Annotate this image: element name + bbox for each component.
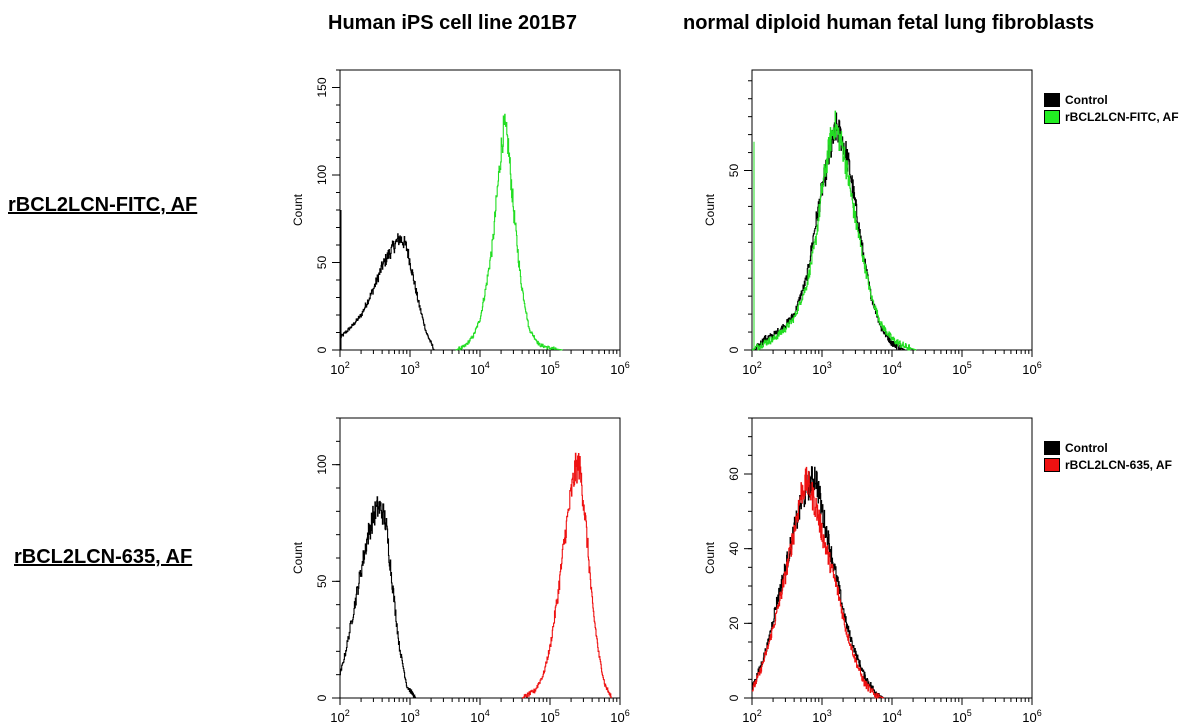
legend-swatch-635 — [1044, 457, 1060, 472]
x-tick-exponent: 5 — [555, 360, 560, 370]
row-label-635: rBCL2LCN-635, AF — [14, 546, 193, 568]
legend-top: Control rBCL2LCN-FITC, AF — [1044, 91, 1179, 125]
legend-swatch-control — [1044, 440, 1060, 455]
histogram-series-0 — [339, 496, 417, 699]
legend-item-635: rBCL2LCN-635, AF — [1044, 456, 1172, 473]
legend-label-control: Control — [1065, 440, 1108, 455]
x-tick-label: 104 — [470, 360, 489, 377]
legend-label-635: rBCL2LCN-635, AF — [1065, 457, 1172, 472]
x-tick-exponent: 4 — [897, 360, 902, 370]
y-axis-label: Count — [291, 541, 305, 574]
y-tick-label: 50 — [727, 164, 741, 178]
x-tick-label: 104 — [882, 360, 901, 377]
y-tick-label: 100 — [315, 165, 329, 185]
x-tick-exponent: 4 — [485, 708, 490, 718]
y-tick-label: 50 — [315, 574, 329, 588]
y-axis-label: Count — [703, 541, 717, 574]
x-tick-exponent: 5 — [967, 360, 972, 370]
x-tick-exponent: 3 — [415, 708, 420, 718]
histogram-series-1 — [751, 110, 917, 351]
x-tick-label: 104 — [470, 708, 489, 725]
legend-label-fitc: rBCL2LCN-FITC, AF — [1065, 109, 1179, 124]
x-tick-label: 103 — [812, 708, 831, 725]
x-tick-label: 106 — [610, 708, 629, 725]
x-tick-label: 105 — [540, 360, 559, 377]
x-tick-exponent: 6 — [625, 708, 630, 718]
y-tick-label: 50 — [315, 256, 329, 270]
y-tick-label: 20 — [727, 616, 741, 630]
x-tick-label: 105 — [540, 708, 559, 725]
legend-label-control: Control — [1065, 92, 1108, 107]
column-title-fibroblasts: normal diploid human fetal lung fibrobla… — [683, 12, 1095, 34]
legend-swatch-control — [1044, 92, 1060, 107]
x-tick-label: 103 — [400, 708, 419, 725]
histogram-series-0 — [339, 233, 435, 351]
legend-item-control: Control — [1044, 439, 1172, 456]
y-axis-label: Count — [291, 193, 305, 226]
x-tick-exponent: 4 — [897, 708, 902, 718]
plot-frame — [751, 69, 1033, 351]
column-title-ips: Human iPS cell line 201B7 — [328, 12, 577, 34]
y-tick-label: 0 — [727, 346, 741, 353]
x-tick-label: 106 — [1022, 708, 1041, 725]
x-tick-exponent: 6 — [1037, 360, 1042, 370]
y-tick-label: 60 — [727, 467, 741, 481]
x-tick-exponent: 3 — [827, 360, 832, 370]
histogram-panel-0: 102 103 104 105 106 0 50 100 150 Count — [291, 69, 630, 377]
histogram-series-1 — [751, 466, 884, 699]
x-tick-exponent: 2 — [757, 360, 762, 370]
x-tick-exponent: 5 — [967, 708, 972, 718]
y-tick-label: 0 — [315, 346, 329, 353]
x-tick-label: 102 — [742, 708, 761, 725]
legend-bottom: Control rBCL2LCN-635, AF — [1044, 439, 1172, 473]
x-tick-exponent: 2 — [345, 708, 350, 718]
legend-swatch-fitc — [1044, 109, 1060, 124]
x-tick-exponent: 2 — [757, 708, 762, 718]
plot-frame — [751, 417, 1033, 699]
histogram-panel-3: 102 103 104 105 106 0 20 40 60 Count — [703, 417, 1042, 725]
x-tick-label: 105 — [952, 360, 971, 377]
x-tick-exponent: 3 — [415, 360, 420, 370]
x-tick-label: 103 — [400, 360, 419, 377]
x-tick-exponent: 4 — [485, 360, 490, 370]
plot-frame — [339, 69, 621, 351]
x-tick-label: 106 — [1022, 360, 1041, 377]
y-axis-label: Count — [703, 193, 717, 226]
histogram-panel-1: 102 103 104 105 106 0 50 Count — [703, 69, 1042, 377]
x-tick-label: 105 — [952, 708, 971, 725]
x-tick-label: 102 — [330, 708, 349, 725]
y-tick-label: 0 — [315, 694, 329, 701]
legend-item-control: Control — [1044, 91, 1179, 108]
x-tick-exponent: 6 — [1037, 708, 1042, 718]
y-tick-label: 0 — [727, 694, 741, 701]
histogram-series-1 — [455, 113, 563, 351]
x-tick-label: 102 — [330, 360, 349, 377]
x-tick-label: 102 — [742, 360, 761, 377]
y-tick-label: 100 — [315, 454, 329, 474]
x-tick-label: 104 — [882, 708, 901, 725]
x-tick-exponent: 3 — [827, 708, 832, 718]
x-tick-exponent: 5 — [555, 708, 560, 718]
x-tick-label: 103 — [812, 360, 831, 377]
x-tick-label: 106 — [610, 360, 629, 377]
histogram-series-0 — [751, 466, 884, 699]
y-tick-label: 150 — [315, 77, 329, 97]
row-label-fitc: rBCL2LCN-FITC, AF — [8, 194, 198, 216]
y-tick-label: 40 — [727, 542, 741, 556]
legend-item-fitc: rBCL2LCN-FITC, AF — [1044, 108, 1179, 125]
histogram-panel-2: 102 103 104 105 106 0 50 100 Count — [291, 417, 630, 725]
x-tick-exponent: 6 — [625, 360, 630, 370]
x-tick-exponent: 2 — [345, 360, 350, 370]
histogram-series-1 — [522, 452, 612, 699]
